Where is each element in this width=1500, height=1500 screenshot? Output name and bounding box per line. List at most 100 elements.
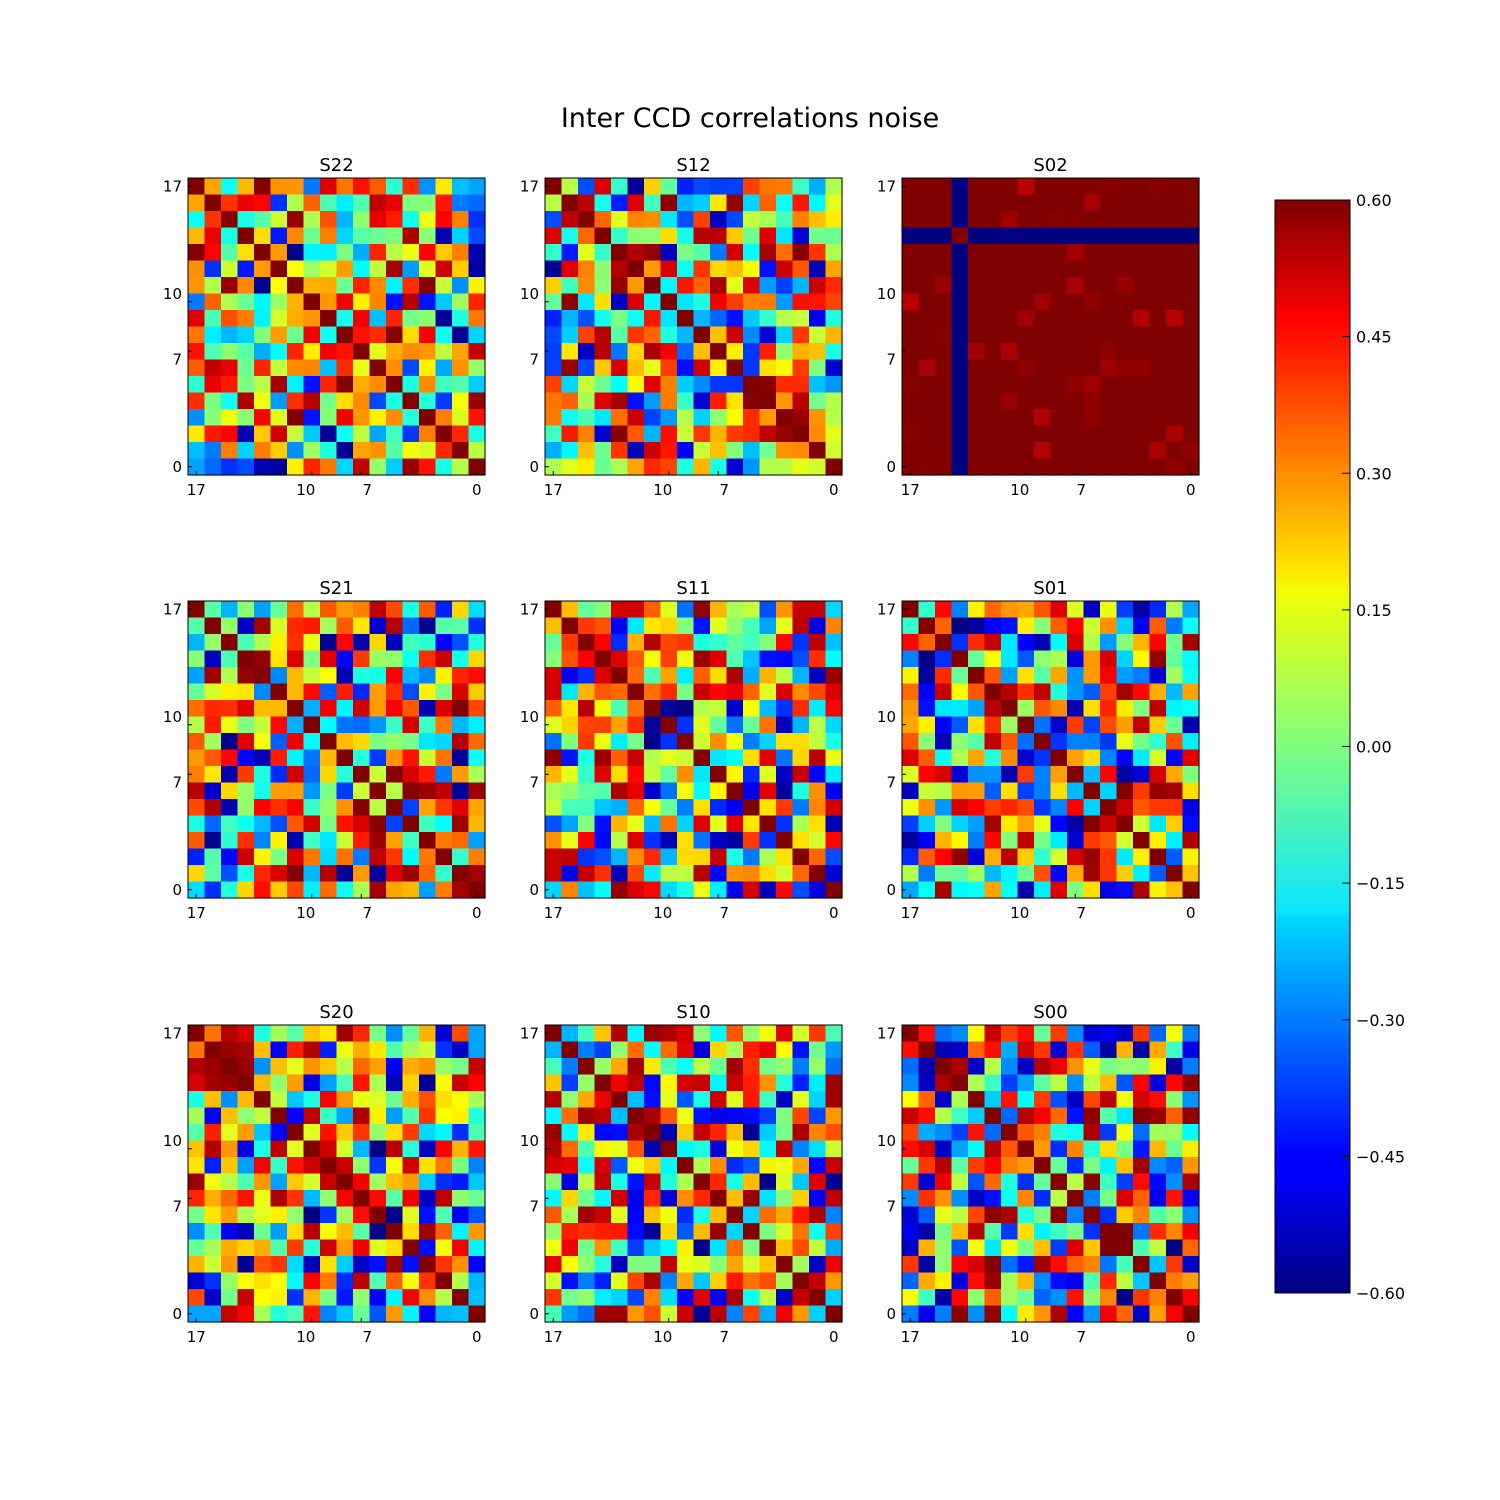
heatmap-cell	[419, 865, 437, 883]
heatmap-cell	[468, 293, 486, 311]
heatmap-cell	[452, 799, 470, 817]
heatmap-cell	[419, 683, 437, 701]
heatmap-cell	[677, 227, 695, 245]
heatmap-cell	[660, 277, 678, 295]
heatmap-cell	[435, 782, 453, 800]
heatmap-cell	[935, 194, 953, 212]
heatmap-cell	[935, 733, 953, 751]
heatmap-cell	[611, 617, 629, 635]
heatmap-cell	[254, 650, 272, 668]
heatmap-cell	[402, 1157, 420, 1175]
heatmap-cell	[369, 343, 387, 361]
heatmap-cell	[743, 617, 761, 635]
heatmap-cell	[902, 1256, 920, 1274]
heatmap-cell	[611, 733, 629, 751]
heatmap-cell	[776, 1305, 794, 1323]
heatmap-cell	[825, 1190, 843, 1208]
heatmap-cell	[918, 617, 936, 635]
heatmap-cell	[918, 1074, 936, 1092]
heatmap-cell	[369, 1058, 387, 1076]
heatmap-cell	[188, 881, 206, 899]
heatmap-cell	[287, 832, 305, 850]
heatmap-cell	[1100, 799, 1118, 817]
heatmap-cell	[809, 1140, 827, 1158]
heatmap-cell	[452, 359, 470, 377]
heatmap-cell	[468, 650, 486, 668]
heatmap-cell	[776, 211, 794, 229]
heatmap-cell	[270, 832, 288, 850]
heatmap-cell	[726, 1124, 744, 1142]
heatmap-cell	[1067, 782, 1085, 800]
heatmap-cell	[1166, 766, 1184, 784]
heatmap-cell	[693, 310, 711, 328]
heatmap-cell	[1017, 376, 1035, 394]
heatmap-cell	[402, 1107, 420, 1125]
heatmap-cell	[561, 1256, 579, 1274]
heatmap-cell	[1166, 782, 1184, 800]
heatmap-cell	[1034, 667, 1052, 685]
heatmap-cell	[452, 716, 470, 734]
heatmap-cell	[1083, 799, 1101, 817]
heatmap-cell	[1001, 1206, 1019, 1224]
heatmap-cell	[303, 815, 321, 833]
heatmap-cell	[287, 799, 305, 817]
heatmap-cell	[935, 1091, 953, 1109]
heatmap-cell	[693, 815, 711, 833]
heatmap-cell	[776, 326, 794, 344]
heatmap-cell	[902, 617, 920, 635]
heatmap-cell	[825, 1041, 843, 1059]
heatmap-cell	[611, 667, 629, 685]
heatmap-cell	[759, 409, 777, 427]
heatmap-cell	[1149, 832, 1167, 850]
heatmap-cell	[270, 650, 288, 668]
heatmap-cell	[644, 1206, 662, 1224]
heatmap-cell	[792, 359, 810, 377]
heatmap-cell	[578, 326, 596, 344]
heatmap-cell	[561, 1305, 579, 1323]
heatmap-cell	[951, 244, 969, 262]
heatmap-cell	[419, 425, 437, 443]
heatmap-cell	[677, 359, 695, 377]
heatmap-cell	[237, 1107, 255, 1125]
heatmap-cell	[320, 782, 338, 800]
heatmap-cell	[902, 1074, 920, 1092]
heatmap-cell	[1149, 178, 1167, 196]
heatmap-cell	[419, 1272, 437, 1290]
heatmap-cell	[968, 376, 986, 394]
heatmap-cell	[951, 392, 969, 410]
heatmap-cell	[545, 650, 563, 668]
heatmap-cell	[336, 1074, 354, 1092]
heatmap-cell	[677, 1074, 695, 1092]
heatmap-cell	[237, 244, 255, 262]
heatmap-cell	[221, 1190, 239, 1208]
heatmap-cell	[611, 1025, 629, 1043]
heatmap-cell	[627, 815, 645, 833]
heatmap-cell	[221, 1223, 239, 1241]
heatmap-cell	[644, 716, 662, 734]
heatmap-cell	[935, 667, 953, 685]
heatmap-cell	[1050, 178, 1068, 196]
heatmap-cell	[1050, 1058, 1068, 1076]
heatmap-cell	[792, 244, 810, 262]
heatmap-cell	[627, 1206, 645, 1224]
heatmap-cell	[254, 1025, 272, 1043]
heatmap-cell	[468, 667, 486, 685]
heatmap-cell	[759, 815, 777, 833]
heatmap-cell	[578, 211, 596, 229]
heatmap-cell	[594, 865, 612, 883]
heatmap-cell	[825, 260, 843, 278]
heatmap-cell	[776, 683, 794, 701]
heatmap-cell	[369, 700, 387, 718]
heatmap-cell	[825, 799, 843, 817]
heatmap-cell	[188, 1058, 206, 1076]
heatmap-cell	[677, 601, 695, 619]
heatmap-cell	[386, 1223, 404, 1241]
heatmap-cell	[353, 799, 371, 817]
heatmap-cell	[644, 211, 662, 229]
heatmap-cell	[369, 376, 387, 394]
heatmap-cell	[1034, 211, 1052, 229]
heatmap-cell	[1116, 376, 1134, 394]
heatmap-cell	[594, 1173, 612, 1191]
heatmap-cell	[545, 733, 563, 751]
heatmap-cell	[221, 343, 239, 361]
